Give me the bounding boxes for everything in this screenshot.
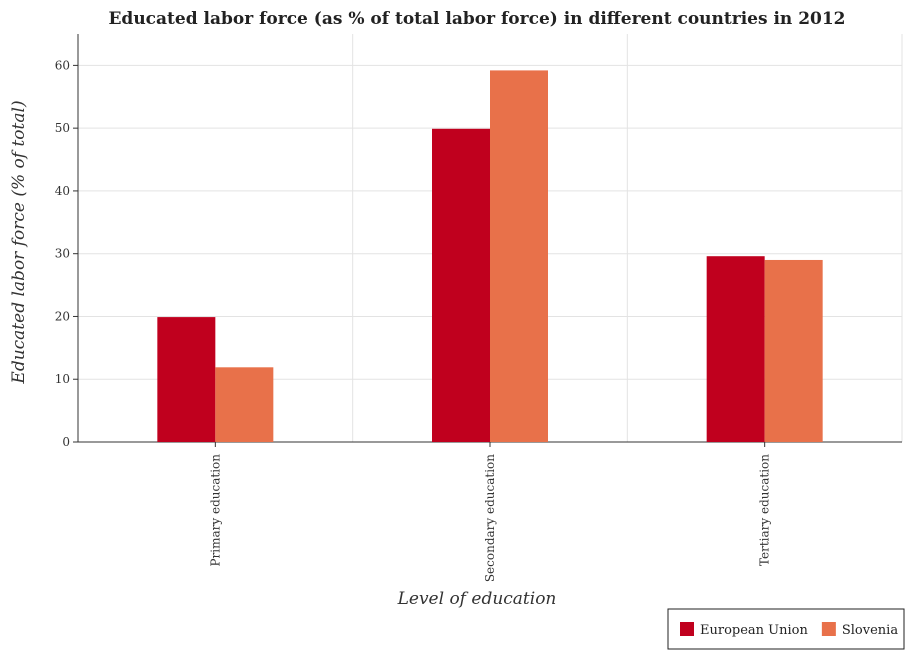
x-tick-label: Primary education [208,454,222,567]
legend-entry: European Union [700,623,808,638]
y-tick-label: 30 [55,247,70,261]
bar-slovenia [764,259,823,442]
bar-slovenia [490,70,548,442]
x-tick-label: Tertiary education [758,454,772,566]
y-tick-label: 20 [55,309,70,323]
y-tick-label: 10 [55,372,70,386]
legend-entry: Slovenia [842,623,898,638]
legend-box [667,608,905,650]
x-tick-label: Secondary education [483,454,497,582]
legend: European Union Slovenia [667,608,905,650]
legend-swatch [821,622,836,636]
bar-european-union [432,128,490,442]
x-axis-label: Level of education [397,589,557,609]
bar-slovenia [215,367,274,442]
bar-european-union [706,256,765,442]
y-tick-label: 40 [55,184,70,198]
y-axis-label: Educated labor force (% of total) [9,100,29,384]
legend-swatch [680,622,694,636]
y-tick-label: 50 [55,121,70,135]
chart-title: Educated labor force (as % of total labo… [108,9,845,29]
y-tick-label: 0 [62,435,70,449]
y-tick-label: 60 [55,58,70,72]
bar-european-union [157,317,216,442]
plot-area: 0 10 20 30 40 50 60 Primary education Secondary … [55,34,903,582]
